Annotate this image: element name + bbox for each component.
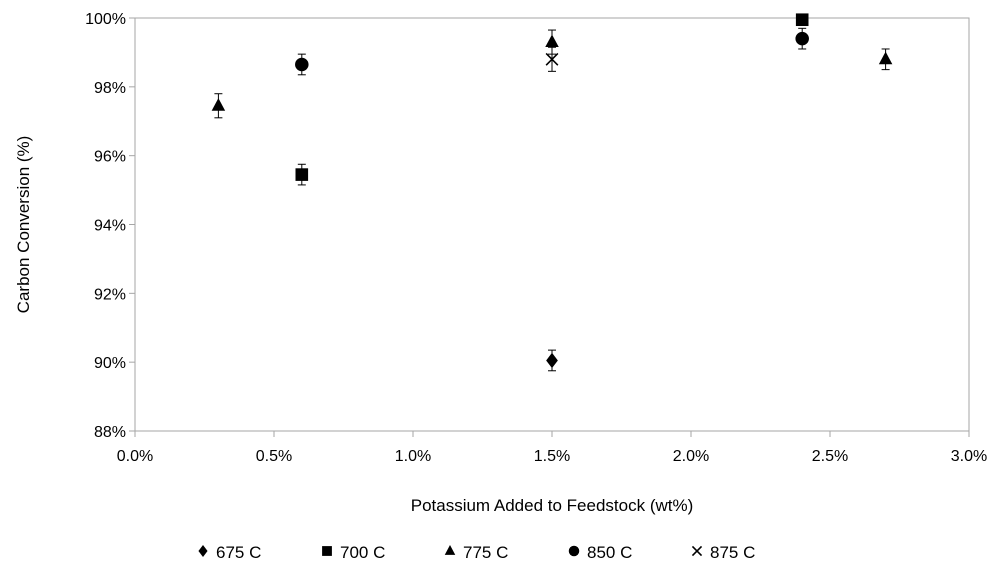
data-point	[545, 34, 559, 48]
legend-marker	[322, 546, 332, 556]
series-700-c	[295, 13, 809, 186]
legend-item: 875 C	[691, 543, 755, 562]
x-tick-label: 1.5%	[534, 448, 570, 465]
legend-label: 675 C	[216, 543, 261, 562]
x-tick-label: 0.5%	[256, 448, 292, 465]
y-tick-label: 96%	[94, 149, 126, 166]
x-tick-label: 2.0%	[673, 448, 709, 465]
data-point	[295, 57, 309, 72]
y-axis-title: Carbon Conversion (%)	[14, 136, 33, 314]
legend-item: 850 C	[568, 543, 632, 562]
x-axis: 0.0% 0.5% 1.0% 1.5% 2.0% 2.5% 3.0%	[117, 431, 987, 465]
data-point	[546, 352, 558, 369]
y-tick-label: 92%	[94, 286, 126, 303]
data-point	[795, 13, 809, 27]
legend-label: 700 C	[340, 543, 385, 562]
data-point	[878, 51, 893, 65]
series-775-c	[211, 29, 893, 119]
x-tick-label: 1.0%	[395, 448, 431, 465]
legend-label: 875 C	[710, 543, 755, 562]
legend-label: 850 C	[587, 543, 632, 562]
legend-item: 700 C	[322, 543, 385, 562]
x-tick-label: 2.5%	[812, 448, 848, 465]
series-875-c	[545, 46, 559, 72]
legend-item: 775 C	[444, 543, 508, 562]
legend-marker	[568, 545, 580, 557]
legend-marker	[444, 545, 456, 555]
data-point	[545, 52, 559, 66]
data-markers	[211, 13, 893, 372]
y-tick-label: 88%	[94, 424, 126, 441]
y-tick-label: 94%	[94, 218, 126, 235]
data-point	[295, 168, 309, 181]
y-tick-label: 90%	[94, 355, 126, 372]
series-850-c	[295, 27, 809, 76]
legend-label: 775 C	[463, 543, 508, 562]
x-axis-title: Potassium Added to Feedstock (wt%)	[411, 496, 694, 515]
y-tick-label: 100%	[85, 11, 126, 28]
x-tick-label: 0.0%	[117, 448, 153, 465]
series-675-c	[546, 349, 558, 372]
x-tick-label: 3.0%	[951, 448, 987, 465]
legend-marker	[691, 545, 703, 557]
y-axis: 88% 90% 92% 94% 96% 98% 100%	[85, 11, 135, 441]
data-point	[211, 98, 226, 111]
legend: 675 C 700 C 775 C 850 C 875 C	[198, 543, 755, 562]
legend-marker	[198, 545, 208, 557]
legend-item: 675 C	[198, 543, 261, 562]
data-point	[795, 31, 809, 46]
y-tick-label: 98%	[94, 80, 126, 97]
